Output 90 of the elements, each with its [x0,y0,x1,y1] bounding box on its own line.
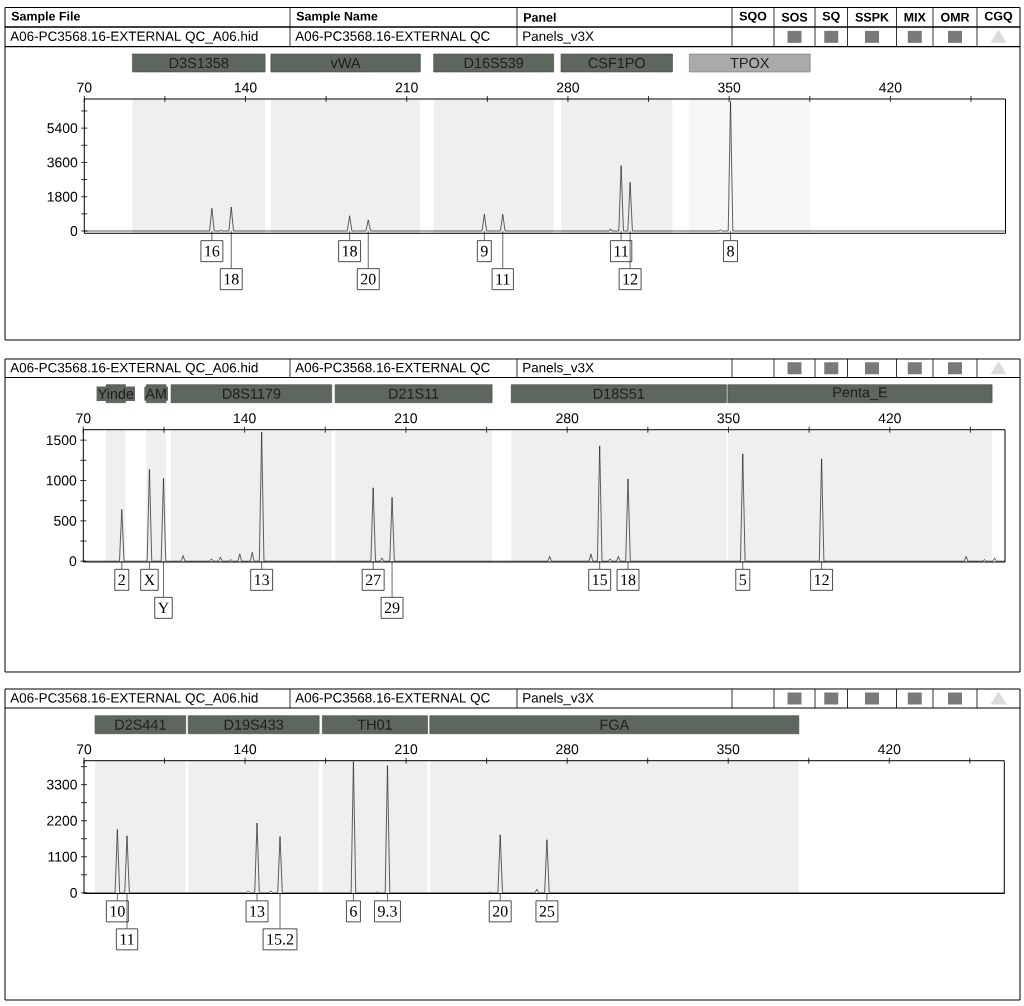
band-label: D18S51 [593,388,645,399]
x-tick-label: 420 [879,82,902,93]
y-tick-label: 5400 [47,123,78,134]
annotation: 20 [361,273,376,285]
band-label: D21S11 [389,388,439,399]
x-tick-label: 210 [394,413,417,424]
annotation: 13 [250,906,265,917]
text: OMR [941,12,970,22]
annotation: 16 [205,245,220,257]
y-tick-label: 1000 [46,475,77,486]
text: A06-PC3568.16-EXTERNAL QC_A06.hid [10,692,258,706]
band-label: D2S441 [115,719,166,730]
annotation: 18 [621,574,636,586]
text: Panels_v3X [523,692,594,706]
annotation: 11 [496,273,510,285]
text: A06-PC3568.16-EXTERNAL QC [295,693,490,705]
annotation: 9.3 [378,905,397,917]
x-tick-label: 210 [395,744,418,755]
y-tick-label: 3600 [47,157,78,168]
annotation: 10 [110,905,125,917]
annotation: 11 [120,934,134,945]
band-label: TPOX [730,57,770,69]
annotation: X [144,574,155,586]
x-tick-label: 350 [718,82,741,93]
annotation: 9 [480,245,488,257]
y-tick-label: 2200 [47,815,77,826]
annotation: 6 [350,906,357,917]
text: SQO [739,11,767,23]
text: Sample Name [296,11,378,24]
text: SOS [781,12,808,22]
x-tick-label: 70 [76,413,91,424]
y-tick-label: 1100 [48,851,77,862]
annotation: 18 [224,273,239,285]
band-label: TH01 [357,719,392,730]
band-label: D16S539 [464,57,524,69]
band-label: AM [145,388,166,399]
x-tick-label: 420 [877,744,901,755]
annotation: 20 [492,905,508,917]
annotation: 18 [343,245,357,257]
x-tick-label: 140 [234,744,257,755]
band-label: D19S433 [224,719,284,730]
text: Sample File [11,11,80,24]
annotation: 12 [623,273,638,285]
x-tick-label: 420 [878,413,901,424]
y-tick-label: 0 [70,226,78,236]
text: A06-PC3568.16-EXTERNAL QC_A06.hid [10,31,258,44]
annotation: 11 [614,245,628,257]
text: A06-PC3568.16-EXTERNAL QC [295,31,490,44]
y-tick-label: 500 [54,515,77,526]
band-label: FGA [600,719,630,730]
text: SSPK [855,12,889,22]
y-tick-label: 0 [70,887,77,898]
annotation: 5 [739,574,747,586]
y-tick-label: 1500 [46,435,77,446]
x-tick-label: 350 [717,413,740,424]
y-tick-label: 3300 [46,779,77,790]
text: MIX [904,12,926,22]
band-label: D8S1179 [223,388,281,399]
x-tick-label: 210 [395,82,418,93]
text: A06-PC3568.16-EXTERNAL QC [295,362,490,375]
band-label: Penta_E [833,387,888,401]
annotation: Y [157,602,169,614]
annotation: 29 [384,602,400,614]
x-tick-label: 350 [717,744,740,755]
annotation: 15.2 [267,933,294,945]
text: SQ [822,11,840,23]
x-tick-label: 280 [556,413,579,424]
annotation: 2 [118,574,125,586]
annotation: 13 [255,574,269,586]
band-label: vWA [330,58,361,68]
annotation: 15 [593,574,608,586]
y-tick-label: 1800 [47,191,78,202]
x-tick-label: 280 [557,82,580,93]
x-tick-label: 280 [556,744,579,755]
annotation: 25 [539,906,555,917]
text: Panels_v3X [523,362,594,375]
x-tick-label: 140 [234,82,257,93]
annotation: 27 [365,574,381,586]
x-tick-label: 140 [234,413,256,424]
text: Panel [524,12,556,22]
x-tick-label: 70 [76,744,92,755]
band-label: D3S1358 [169,57,229,69]
text: CGQ [984,11,1013,23]
text: Panels_v3X [523,31,594,44]
x-tick-label: 70 [77,82,92,93]
annotation: 12 [815,574,829,586]
band-label: CSF1PO [588,57,645,69]
y-tick-label: 0 [69,556,77,567]
annotation: 8 [727,245,734,257]
text: A06-PC3568.16-EXTERNAL QC_A06.hid [10,362,258,375]
